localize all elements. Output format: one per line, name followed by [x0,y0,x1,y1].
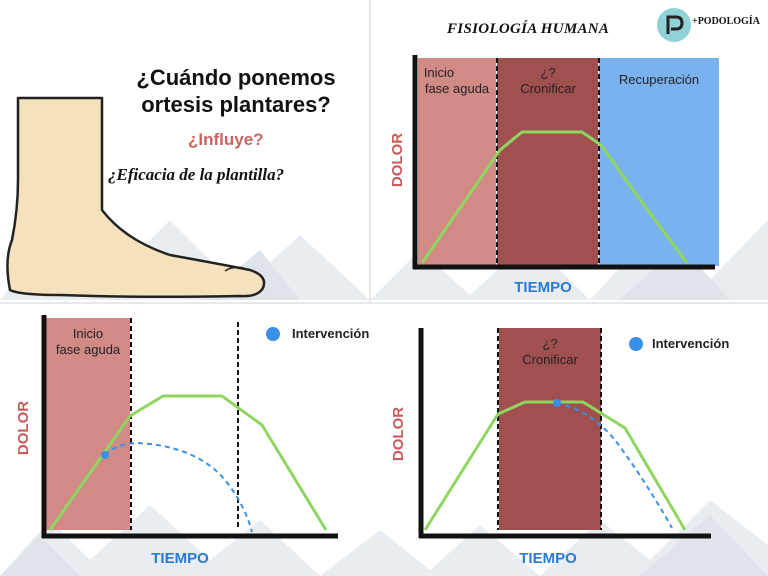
chart-acute-intervention: Inicio fase aguda Intervención DOLOR TIE… [15,315,369,567]
x-axis-label: TIEMPO [151,550,209,567]
intervention-point [101,451,109,459]
y-axis-label: DOLOR [15,401,32,455]
pain-curve [48,394,328,531]
intervention-curve [104,442,253,533]
logo-mark-icon [666,15,684,34]
legend-intervention-dot [629,337,643,351]
x-axis-label: TIEMPO [514,279,572,296]
eficacia-text: ¿Eficacia de la plantilla? [108,165,285,184]
chart-chronic-intervention: ¿? Cronificar Intervención DOLOR TIEMPO [390,328,729,567]
foot-p-logo-icon [657,8,691,42]
question-line-1: ¿Cuándo ponemos [136,65,336,90]
phase-label-chronic-1: ¿? [540,65,555,80]
phase-label-chronic-2: Cronificar [520,81,576,96]
phase-chronic-band [499,328,601,530]
phase-label-acute-1: Inicio [424,65,454,80]
phase-label-acute-2: fase aguda [425,81,490,96]
phase-recovery-band [599,58,719,266]
phase-label-acute-1: Inicio [73,326,103,341]
chart-phases: Inicio fase aguda ¿? Cronificar Recupera… [389,55,719,296]
influye-text: ¿Influye? [188,130,264,149]
x-axis-label: TIEMPO [519,550,577,567]
question-title: ¿Cuándo ponemos ortesis plantares? [105,64,367,118]
brand-name: +PODOLOGÍA [692,16,760,27]
phase-label-recovery: Recuperación [619,72,699,87]
legend-intervention-dot [266,327,280,341]
y-axis-label: DOLOR [390,407,407,461]
phase-label-chronic-2: Cronificar [522,352,578,367]
header-title: FISIOLOGÍA HUMANA [447,21,610,37]
intervention-point [553,399,561,407]
legend-intervention-label: Intervención [292,326,369,341]
phase-label-chronic-1: ¿? [542,336,557,351]
legend-intervention-label: Intervención [652,336,729,351]
pain-curve [420,130,689,264]
foot-illustration [6,96,266,299]
intervention-curve [556,402,673,529]
question-line-2: ortesis plantares? [141,92,331,117]
phase-chronic-band [497,58,598,266]
phase-acute-band [46,318,130,530]
y-axis-label: DOLOR [389,133,406,187]
phase-acute-band [418,58,496,266]
phase-label-acute-2: fase aguda [56,342,121,357]
